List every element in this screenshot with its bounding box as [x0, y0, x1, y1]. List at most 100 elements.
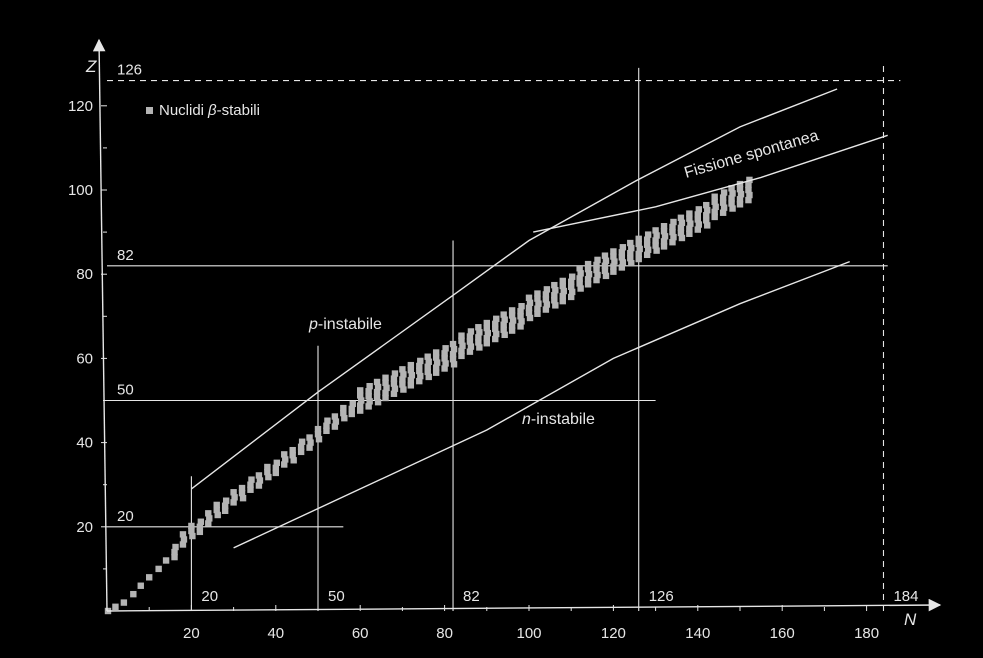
stable-nuclide [695, 221, 702, 228]
stable-nuclide [382, 374, 389, 381]
y-tick-label: 20 [76, 519, 93, 536]
stable-nuclide [281, 461, 288, 468]
stable-nuclide [475, 324, 482, 331]
stable-nuclide [542, 306, 550, 313]
stable-nuclide [476, 344, 483, 351]
stable-nuclide [298, 438, 306, 445]
stable-nuclide [493, 315, 500, 323]
stable-nuclide [584, 265, 592, 273]
stable-nuclide [677, 214, 685, 221]
stable-nuclide [171, 548, 178, 556]
stable-nuclide [289, 452, 296, 459]
y-axis-title: Z [85, 57, 97, 76]
stable-nuclide [205, 520, 212, 527]
stable-nuclide [745, 186, 752, 194]
stable-nuclide [230, 499, 237, 506]
stable-nuclide [560, 287, 567, 295]
stable-nuclide [568, 283, 575, 291]
stable-nuclide [720, 189, 728, 196]
stable-nuclide [483, 324, 490, 332]
stable-nuclide [525, 294, 533, 301]
stable-nuclide [635, 240, 642, 248]
x-tick-label: 160 [770, 625, 795, 642]
stable-nuclide [407, 361, 415, 369]
stable-nuclide [382, 379, 389, 387]
stable-nuclide [213, 506, 220, 514]
stable-nuclide [449, 340, 457, 348]
stable-nuclide [660, 238, 668, 245]
legend: Nuclidi β-stabili [146, 102, 260, 119]
stable-nuclide [365, 388, 372, 395]
stable-nuclide [400, 386, 407, 393]
stable-nuclide [416, 362, 423, 370]
stable-nuclide [551, 297, 558, 304]
stable-nuclide [399, 381, 406, 388]
stable-nuclide [214, 511, 221, 519]
stable-nuclide [382, 394, 389, 402]
stable-nuclide [660, 243, 668, 250]
stable-nuclide [652, 227, 659, 234]
legend-symbol: β [207, 102, 217, 119]
stable-nuclide [449, 356, 457, 363]
x-axis-title: N [904, 610, 917, 629]
stable-nuclide [576, 265, 583, 272]
x-tick-label: 20 [183, 625, 200, 642]
stable-nuclide [390, 390, 398, 397]
stable-nuclide [635, 235, 642, 243]
stable-nuclide [728, 200, 735, 207]
stable-nuclide [627, 249, 634, 257]
stable-nuclide [686, 210, 693, 217]
stable-nuclide [627, 239, 634, 247]
y-tick-label: 100 [68, 182, 93, 199]
magic-z-label: 82 [117, 247, 134, 264]
stable-nuclide [518, 302, 525, 310]
stable-nuclide [382, 389, 389, 397]
stable-nuclide [273, 459, 280, 467]
stable-nuclide [314, 430, 322, 438]
stable-nuclide [466, 333, 474, 340]
stable-nuclide [450, 345, 458, 353]
magic-z-label: 20 [117, 508, 134, 525]
stable-nuclide [484, 329, 491, 337]
stable-nuclide [678, 234, 686, 242]
stable-nuclide [584, 281, 592, 288]
y-tick-label: 80 [76, 266, 93, 283]
stable-nuclide [442, 360, 449, 367]
stable-nuclide [711, 208, 718, 216]
stable-nuclide [703, 212, 710, 219]
stable-nuclide [643, 251, 651, 259]
stable-nuclide [492, 325, 499, 333]
stable-nuclide [366, 398, 373, 405]
stable-nuclide [526, 314, 534, 322]
stable-nuclide [331, 413, 339, 420]
stable-nuclide [635, 255, 642, 263]
stable-nuclide [643, 236, 651, 243]
stable-nuclide [238, 484, 246, 492]
stable-nuclide [686, 215, 693, 222]
stable-nuclide [374, 383, 382, 391]
stable-nuclide [694, 226, 701, 233]
stable-nuclide [728, 185, 735, 192]
stable-nuclide [610, 263, 617, 270]
stable-nuclide [677, 229, 685, 237]
magic-n-label: 20 [201, 588, 218, 605]
stable-nuclide [357, 392, 364, 399]
curve-n-instabile [233, 260, 850, 549]
chart-labels: 20 50 82 126 184 20 50 82 126 20 40 60 80 100 120 140 16… [68, 62, 919, 642]
stable-nuclide [197, 518, 205, 525]
stable-nuclide [407, 382, 415, 389]
stable-nuclide [130, 590, 137, 598]
stable-nuclide [661, 233, 669, 240]
stable-nuclide [425, 358, 432, 365]
stable-nuclide [373, 393, 381, 401]
stable-nuclide [678, 219, 686, 227]
stable-nuclide [341, 414, 348, 422]
stable-nuclide [222, 497, 230, 504]
stable-nuclide [694, 216, 701, 223]
stable-nuclide [383, 384, 390, 392]
stable-nuclide [508, 312, 516, 319]
stable-nuclide [390, 380, 398, 387]
stable-nuclide [517, 308, 524, 315]
x-tick-label: 80 [436, 625, 453, 642]
